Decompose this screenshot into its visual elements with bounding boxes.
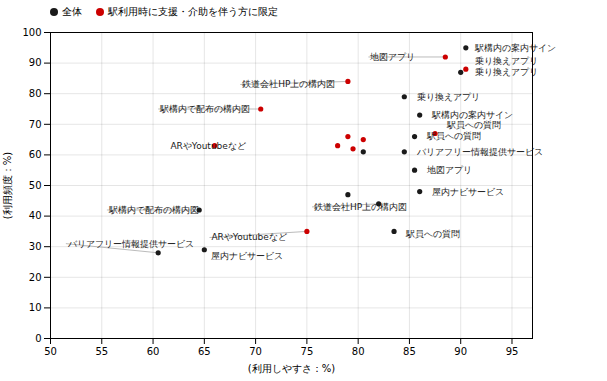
svg-text:30: 30	[29, 241, 42, 252]
svg-text:バリアフリー情報提供サービス: バリアフリー情報提供サービス	[416, 147, 543, 157]
svg-text:75: 75	[301, 346, 314, 357]
svg-text:屋内ナビサービス: 屋内ナビサービス	[211, 251, 283, 261]
svg-text:ARやYoutubeなど: ARやYoutubeなど	[211, 232, 286, 242]
svg-text:駅員への質問: 駅員への質問	[446, 120, 501, 130]
svg-text:60: 60	[147, 346, 160, 357]
svg-text:50: 50	[44, 346, 57, 357]
svg-text:鉄道会社HP上の構内図: 鉄道会社HP上の構内図	[242, 79, 335, 89]
svg-text:50: 50	[29, 180, 42, 191]
svg-text:駅構内で配布の構内図: 駅構内で配布の構内図	[108, 205, 199, 215]
html-text:駅利用時に支援・介助を伴う方に限定: 駅利用時に支援・介助を伴う方に限定	[108, 6, 278, 17]
svg-text:鉄道会社HP上の構内図: 鉄道会社HP上の構内図	[314, 202, 407, 212]
svg-text:0: 0	[35, 333, 41, 344]
svg-text:乗り換えアプリ: 乗り換えアプリ	[417, 92, 480, 102]
svg-text:駅員への質問: 駅員への質問	[405, 229, 460, 239]
svg-text:駅構内で配布の構内図: 駅構内で配布の構内図	[159, 104, 250, 114]
svg-text:90: 90	[454, 346, 467, 357]
svg-text:100: 100	[22, 27, 41, 38]
svg-text:(利用頻度：%): (利用頻度：%)	[2, 152, 13, 219]
svg-text:地図アプリ: 地図アプリ	[426, 165, 472, 175]
svg-text:バリアフリー情報提供サービス: バリアフリー情報提供サービス	[67, 239, 194, 249]
svg-text:80: 80	[352, 346, 365, 357]
svg-text:乗り換えアプリ: 乗り換えアプリ	[475, 67, 538, 77]
svg-text:55: 55	[95, 346, 108, 357]
svg-text:10: 10	[29, 302, 42, 313]
svg-text:95: 95	[506, 346, 519, 357]
svg-text:80: 80	[29, 88, 42, 99]
svg-text:65: 65	[198, 346, 211, 357]
svg-text:40: 40	[29, 210, 42, 221]
svg-text:屋内ナビサービス: 屋内ナビサービス	[432, 187, 504, 197]
svg-text:90: 90	[29, 57, 42, 68]
svg-text:70: 70	[29, 119, 42, 130]
svg-text:駅構内の案内サイン: 駅構内の案内サイン	[431, 110, 513, 120]
svg-text:70: 70	[249, 346, 262, 357]
svg-text:駅構内の案内サイン: 駅構内の案内サイン	[474, 43, 556, 53]
html-text:全体: 全体	[62, 6, 82, 17]
svg-text:駅員への質問: 駅員への質問	[426, 131, 481, 141]
svg-text:20: 20	[29, 272, 42, 283]
svg-text:60: 60	[29, 149, 42, 160]
svg-text:地図アプリ: 地図アプリ	[369, 52, 415, 62]
svg-text:ARやYoutubeなど: ARやYoutubeなど	[170, 141, 245, 151]
svg-text:乗り換えアプリ: 乗り換えアプリ	[475, 56, 538, 66]
svg-text:(利用しやすさ：%): (利用しやすさ：%)	[248, 363, 335, 374]
svg-text:85: 85	[403, 346, 416, 357]
